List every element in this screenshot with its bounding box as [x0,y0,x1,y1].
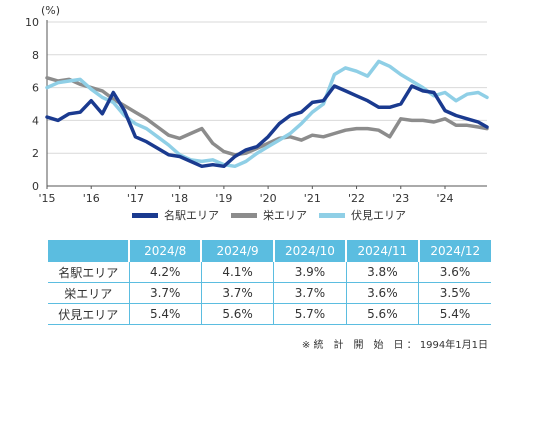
chart-legend: 名駅エリア 栄エリア 伏見エリア [132,207,406,223]
table-row-label: 名駅エリア [48,262,130,283]
table-header-corner [48,240,130,262]
table-header-row: 2024/8 2024/9 2024/10 2024/11 2024/12 [48,240,491,262]
legend-swatch-fushimi [319,212,345,218]
x-tick-label: '15 [38,192,55,205]
table-cell: 5.4% [129,303,202,325]
x-tick-label: '20 [260,192,277,205]
series-line-meieki [45,84,489,169]
table-row-label: 栄エリア [48,282,130,304]
vacancy-rate-line-chart: 0 2 4 6 8 10(%) '15 '16 '17 '18 '19 '20 '21 '22 '23 '24 [25,4,489,205]
table-cell: 5.4% [418,303,491,325]
x-tick-label: '24 [436,192,453,205]
x-tick-label: '22 [348,192,365,205]
y-tick-label: 0 [32,180,39,193]
x-tick-label: '23 [392,192,409,205]
table-cell: 5.7% [273,303,347,325]
x-tick-label: '18 [171,192,188,205]
statistics-start-note: ※ 統 計 開 始 日 ： 1994年1月1日 [301,340,488,351]
table-cell: 3.9% [273,262,347,283]
table-row: 名駅エリア 4.2% 4.1% 3.9% 3.8% 3.6% [48,262,491,283]
table-header-cell: 2024/9 [201,240,275,262]
table-cell: 3.8% [346,262,420,283]
table-cell: 5.6% [201,303,275,325]
y-axis-unit-label: (%) [41,4,60,17]
x-tick-label: '16 [83,192,100,205]
legend-item-fushimi: 伏見エリア [319,207,406,223]
table-row: 伏見エリア 5.4% 5.6% 5.7% 5.6% 5.4% [48,303,491,325]
table-header-cell: 2024/10 [273,240,348,262]
table-cell: 4.1% [201,262,275,283]
table-cell: 3.7% [201,282,275,304]
table-cell: 3.6% [418,262,491,283]
vacancy-rate-table: 2024/8 2024/9 2024/10 2024/11 2024/12 名駅… [48,240,491,325]
table-cell: 5.6% [346,303,420,325]
legend-swatch-sakae [231,212,257,218]
table-cell: 4.2% [129,262,202,283]
y-tick-label: 10 [25,16,39,29]
y-tick-label: 8 [32,49,39,62]
legend-label-meieki: 名駅エリア [164,209,219,222]
chart-axes [46,20,487,189]
series-line-fushimi [45,59,489,169]
chart-tick-labels: 0 2 4 6 8 10(%) '15 '16 '17 '18 '19 '20 '21 '22 '23 '24 [25,4,454,205]
x-tick-label: '21 [304,192,321,205]
legend-swatch-meieki [132,212,158,218]
chart-series [45,59,489,169]
table-row-label: 伏見エリア [48,303,130,325]
table-header-cell: 2024/8 [129,240,203,262]
x-tick-label: '17 [127,192,144,205]
y-tick-label: 4 [32,114,39,127]
legend-item-sakae: 栄エリア [231,207,307,223]
table-cell: 3.7% [129,282,202,304]
legend-item-meieki: 名駅エリア [132,207,219,223]
table-header-cell: 2024/12 [418,240,491,262]
y-tick-label: 6 [32,82,39,95]
x-tick-label: '19 [215,192,232,205]
legend-label-fushimi: 伏見エリア [351,209,406,222]
y-tick-label: 2 [32,147,39,160]
legend-label-sakae: 栄エリア [263,209,307,222]
table-row: 栄エリア 3.7% 3.7% 3.7% 3.6% 3.5% [48,282,491,304]
table-cell: 3.5% [418,282,491,304]
table-cell: 3.6% [346,282,420,304]
table-header-cell: 2024/11 [346,240,420,262]
table-cell: 3.7% [273,282,347,304]
